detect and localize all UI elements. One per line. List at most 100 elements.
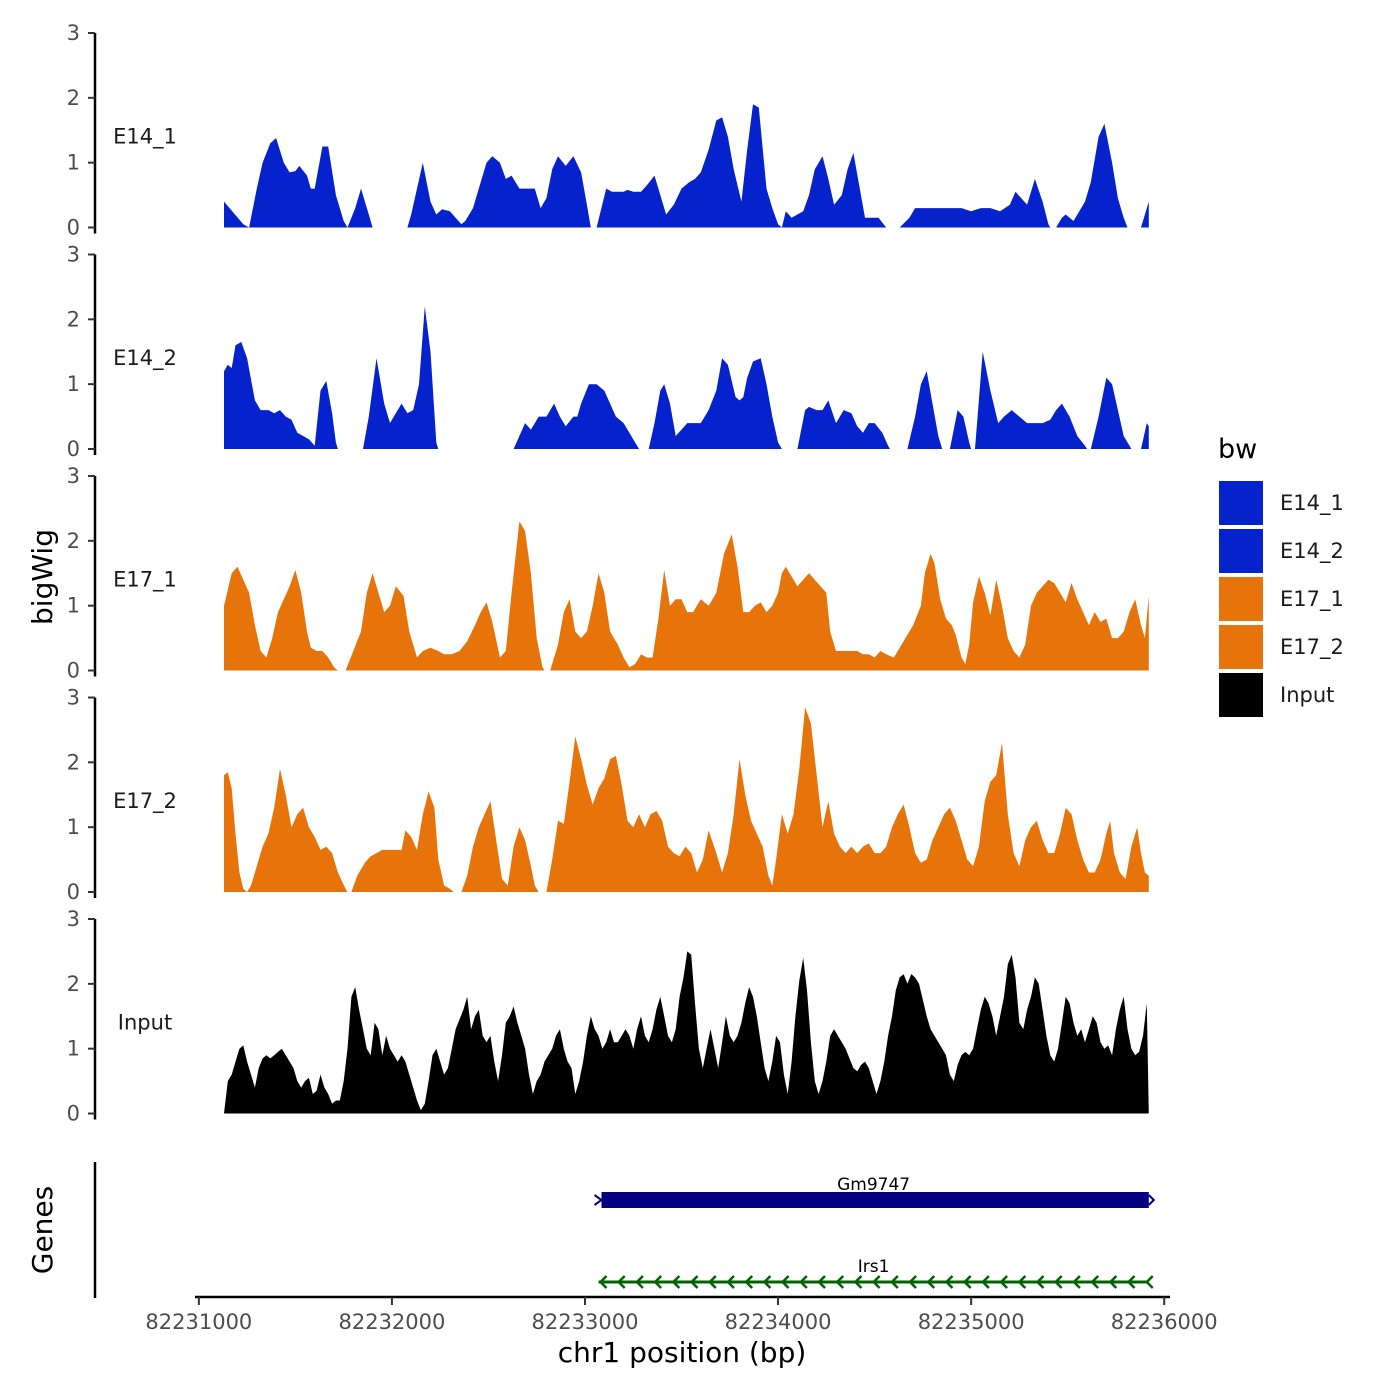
genes-panel: Genes Gm9747 Irs1 — [26, 1162, 1156, 1298]
y-tick-label: 1 — [67, 815, 80, 839]
y-axis-title: bigWig — [26, 529, 59, 625]
strand-arrow — [671, 1275, 681, 1289]
y-tick-label: 1 — [67, 151, 80, 175]
x-tick-label: 82231000 — [145, 1310, 252, 1334]
y-tick-label: 2 — [67, 307, 80, 331]
y-tick-label: 2 — [67, 529, 80, 553]
y-tick-label: 3 — [67, 21, 80, 45]
track-label: E14_1 — [113, 125, 177, 150]
gene-body — [601, 1192, 1149, 1208]
legend-title: bw — [1218, 434, 1257, 465]
coverage-area-e17_1 — [224, 521, 1149, 671]
strand-arrow — [999, 1275, 1008, 1289]
strand-arrow — [1072, 1275, 1081, 1289]
y-tick-label: 2 — [67, 86, 80, 110]
track-label: E17_2 — [113, 789, 177, 814]
legend-label: E17_2 — [1280, 635, 1344, 660]
strand-arrow — [853, 1275, 863, 1289]
strand-arrow — [1053, 1275, 1063, 1289]
strand-arrow — [1148, 1194, 1156, 1206]
legend-label: Input — [1280, 683, 1334, 707]
legend-label: E14_2 — [1280, 539, 1344, 564]
strand-arrow — [744, 1275, 754, 1289]
x-axis: chr1 position (bp) 82231000 82232000 82233… — [145, 1295, 1218, 1369]
bigwig-tracks: 0 1 2 3 E14_1 0 1 2 3 E14_2 0 1 2 3 E17_1 0 1 2 3 E17_2 0 1 2 3… — [67, 21, 1149, 1126]
strand-arrow — [780, 1275, 790, 1289]
y-tick-label: 0 — [67, 437, 80, 461]
strand-arrow — [1144, 1275, 1154, 1289]
track-input: 0 1 2 3 Input — [67, 907, 1149, 1126]
strand-arrow — [653, 1275, 663, 1289]
strand-arrow — [1090, 1275, 1100, 1289]
legend-swatch — [1217, 671, 1265, 719]
strand-arrow — [799, 1275, 808, 1289]
legend: bw E14_1 E14_2 E17_1 E17_2 Input — [1217, 434, 1344, 719]
legend-item-e17_2: E17_2 — [1217, 623, 1344, 671]
y-tick-label: 1 — [67, 372, 80, 396]
x-tick-label: 82235000 — [918, 1310, 1025, 1334]
strand-arrow — [981, 1275, 990, 1289]
y-tick-label: 2 — [67, 972, 80, 996]
legend-item-e14_2: E14_2 — [1217, 527, 1344, 575]
y-tick-label: 0 — [67, 659, 80, 683]
x-tick-label: 82236000 — [1111, 1310, 1218, 1334]
strand-arrow — [762, 1275, 772, 1289]
strand-arrow — [817, 1275, 826, 1289]
strand-arrow — [962, 1275, 972, 1289]
track-label: Input — [118, 1011, 172, 1035]
strand-arrow — [598, 1275, 608, 1289]
y-tick-label: 1 — [67, 594, 80, 618]
gene-gm9747: Gm9747 — [593, 1175, 1156, 1208]
strand-arrow — [908, 1275, 917, 1289]
x-tick-label: 82233000 — [532, 1310, 639, 1334]
genes-axis-title: Genes — [26, 1186, 59, 1274]
y-tick-label: 0 — [67, 216, 80, 240]
track-e17_1: 0 1 2 3 E17_1 — [67, 464, 1149, 683]
legend-swatch — [1217, 623, 1265, 671]
y-tick-label: 0 — [67, 1102, 80, 1126]
strand-arrow — [1108, 1275, 1118, 1289]
gene-label: Irs1 — [858, 1257, 890, 1277]
legend-item-input: Input — [1217, 671, 1334, 719]
strand-arrow — [707, 1275, 717, 1289]
y-tick-label: 2 — [67, 750, 80, 774]
y-tick-label: 3 — [67, 464, 80, 488]
gene-irs1: Irs1 — [598, 1257, 1154, 1289]
track-e17_2: 0 1 2 3 E17_2 — [67, 686, 1149, 904]
y-tick-label: 3 — [67, 686, 80, 710]
legend-label: E17_1 — [1280, 587, 1344, 612]
legend-swatch — [1217, 479, 1265, 527]
y-tick-label: 0 — [67, 880, 80, 904]
strand-arrow — [890, 1275, 899, 1289]
legend-swatch — [1217, 527, 1265, 575]
track-label: E14_2 — [113, 346, 177, 371]
strand-arrow — [871, 1275, 881, 1289]
strand-arrow — [1035, 1275, 1045, 1289]
coverage-area-e14_2 — [224, 306, 1149, 449]
coverage-area-e17_2 — [224, 707, 1149, 892]
gene-label: Gm9747 — [837, 1175, 910, 1195]
x-tick-label: 82232000 — [338, 1310, 445, 1334]
strand-arrow — [1126, 1275, 1136, 1289]
legend-swatch — [1217, 575, 1265, 623]
strand-arrow — [635, 1275, 644, 1289]
y-tick-label: 3 — [67, 243, 80, 267]
strand-arrow — [926, 1275, 936, 1289]
x-axis-title: chr1 position (bp) — [558, 1336, 807, 1369]
coverage-area-e14_1 — [224, 104, 1149, 228]
coverage-area-input — [224, 951, 1149, 1114]
strand-arrow — [593, 1194, 604, 1206]
legend-label: E14_1 — [1280, 491, 1344, 516]
strand-arrow — [689, 1275, 699, 1289]
legend-item-e17_1: E17_1 — [1217, 575, 1344, 623]
track-label: E17_1 — [113, 568, 177, 593]
legend-item-e14_1: E14_1 — [1217, 479, 1344, 527]
strand-arrow — [726, 1275, 735, 1289]
strand-arrow — [835, 1275, 845, 1289]
y-tick-label: 3 — [67, 907, 80, 931]
x-tick-label: 82234000 — [725, 1310, 832, 1334]
strand-arrow — [1017, 1275, 1027, 1289]
strand-arrow — [616, 1275, 626, 1289]
y-tick-label: 1 — [67, 1037, 80, 1061]
